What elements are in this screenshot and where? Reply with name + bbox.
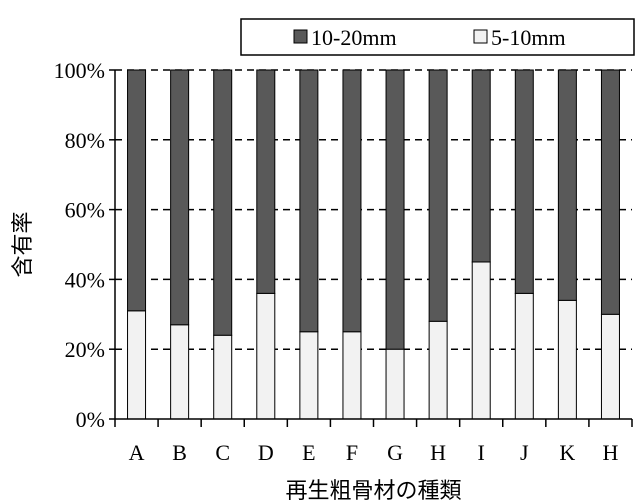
bar-segment-5-10mm: [213, 334, 233, 420]
x-tick-label: A: [129, 440, 145, 465]
bar-segment-10-20mm: [514, 69, 534, 294]
y-tick-label: 20%: [65, 337, 105, 362]
bar-segment-10-20mm: [299, 69, 319, 333]
legend-swatch: [473, 29, 488, 44]
bar-segment-5-10mm: [428, 320, 448, 420]
x-tick-label: G: [387, 440, 403, 465]
x-tick-label: D: [258, 440, 274, 465]
legend-label: 5-10mm: [491, 25, 566, 50]
legend-swatch: [293, 29, 308, 44]
bar-segment-5-10mm: [127, 310, 147, 420]
bar-segment-5-10mm: [557, 299, 577, 420]
gridlines: [115, 69, 632, 350]
y-tick-label: 40%: [65, 267, 105, 292]
bar-segment-5-10mm: [471, 261, 491, 420]
legend-label: 10-20mm: [311, 25, 397, 50]
x-axis-title: 再生粗骨材の種類: [285, 478, 461, 503]
y-tick-labels: 0% 20% 40% 60% 80% 100%: [54, 58, 105, 432]
y-axis-title: 含有率: [10, 211, 35, 277]
bar-segment-5-10mm: [170, 324, 190, 420]
axes: [109, 69, 633, 427]
bar-segment-5-10mm: [299, 331, 319, 420]
y-tick-label: 0%: [76, 407, 105, 432]
bar-segment-5-10mm: [385, 348, 405, 420]
bar-segment-5-10mm: [342, 331, 362, 420]
bar-segment-5-10mm: [600, 313, 620, 420]
x-tick-label: C: [215, 440, 230, 465]
y-tick-label: 80%: [65, 128, 105, 153]
bar-segment-10-20mm: [557, 69, 577, 301]
bar-segment-10-20mm: [600, 69, 620, 315]
x-tick-label: H: [603, 440, 619, 465]
x-tick-label: I: [478, 440, 485, 465]
bar-segment-10-20mm: [342, 69, 362, 333]
legend: 10-20mm 5-10mm: [240, 18, 635, 56]
bar-segment-10-20mm: [471, 69, 491, 263]
bar-segment-10-20mm: [170, 69, 190, 326]
bar-segment-10-20mm: [256, 69, 276, 294]
x-tick-label: E: [302, 440, 315, 465]
bar-segment-5-10mm: [256, 292, 276, 420]
x-tick-label: J: [520, 440, 529, 465]
y-tick-label: 60%: [65, 198, 105, 223]
bar-segment-10-20mm: [385, 69, 405, 350]
bar-segment-10-20mm: [213, 69, 233, 336]
bars: [127, 69, 620, 420]
bar-segment-10-20mm: [127, 69, 147, 312]
x-tick-label: F: [346, 440, 358, 465]
x-tick-label: B: [172, 440, 187, 465]
bar-segment-5-10mm: [514, 292, 534, 420]
x-tick-label: H: [430, 440, 446, 465]
bar-segment-10-20mm: [428, 69, 448, 322]
x-tick-label: K: [559, 440, 575, 465]
y-tick-label: 100%: [54, 58, 105, 83]
